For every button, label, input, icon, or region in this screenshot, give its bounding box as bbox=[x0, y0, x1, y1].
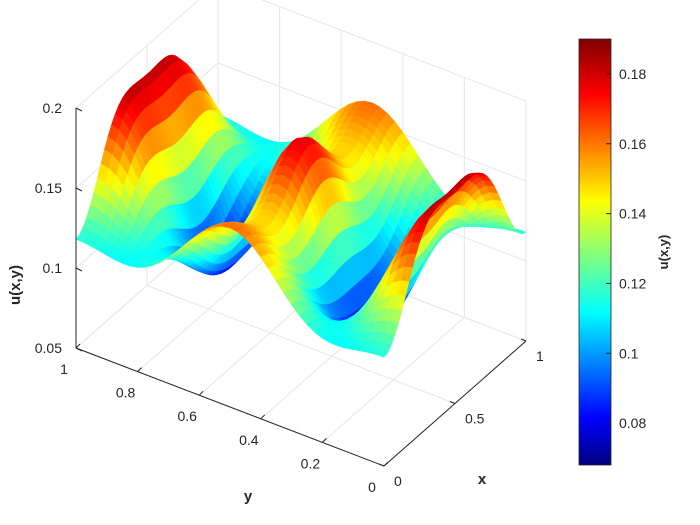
y-tick-label: 0.4 bbox=[239, 432, 259, 448]
z-tick-mark bbox=[75, 187, 83, 192]
x-tick-label: 0 bbox=[394, 473, 402, 489]
y-tick-mark bbox=[137, 367, 142, 372]
z-tick-mark bbox=[75, 267, 83, 272]
x-tick-mark bbox=[378, 463, 385, 467]
y-axis-label: y bbox=[244, 488, 253, 505]
y-tick-mark bbox=[75, 343, 81, 349]
y-tick-mark bbox=[198, 390, 204, 396]
colorbar-tick-label: 0.08 bbox=[619, 415, 646, 431]
z-tick-mark bbox=[75, 347, 83, 352]
z-axis-ticks: 0.05 0.1 0.15 0.2 bbox=[35, 100, 83, 356]
y-tick-mark bbox=[260, 414, 266, 420]
x-axis-label: x bbox=[478, 471, 487, 488]
y-tick-label: 0.8 bbox=[116, 385, 136, 401]
y-tick-mark bbox=[322, 438, 327, 443]
colorbar-gradient bbox=[578, 38, 612, 466]
colorbar-tick-label: 0.18 bbox=[619, 66, 646, 82]
colorbar-tick-label: 0.12 bbox=[619, 275, 646, 291]
grid-line bbox=[137, 246, 280, 372]
colorbar-tick-label: 0.1 bbox=[619, 345, 639, 361]
colorbar-ticks: 0.08 0.1 0.12 0.14 0.16 0.18 bbox=[606, 66, 646, 431]
grid-line bbox=[322, 317, 465, 443]
grid-line bbox=[260, 0, 527, 102]
y-tick-mark bbox=[383, 461, 389, 467]
grid-line bbox=[146, 285, 456, 404]
surface-patch bbox=[375, 349, 389, 358]
z-tick-label: 0.15 bbox=[35, 180, 62, 196]
colorbar-tick-label: 0.14 bbox=[619, 206, 646, 222]
z-tick-label: 0.2 bbox=[43, 100, 63, 116]
z-tick-mark bbox=[75, 107, 83, 112]
y-axis-line bbox=[75, 347, 385, 467]
x-axis-ticks: 00.51 bbox=[378, 338, 544, 489]
z-tick-label: 0.1 bbox=[43, 260, 63, 276]
y-tick-label: 0 bbox=[368, 479, 376, 495]
y-tick-label: 0.6 bbox=[177, 408, 197, 424]
y-tick-label: 0.2 bbox=[301, 455, 321, 471]
y-tick-label: 1 bbox=[60, 361, 68, 377]
x-tick-label: 1 bbox=[536, 348, 544, 364]
z-tick-label: 0.05 bbox=[35, 340, 62, 356]
x-tick-mark bbox=[520, 338, 527, 342]
colorbar: 0.08 0.1 0.12 0.14 0.16 0.18 u(x,y) bbox=[578, 38, 671, 466]
z-axis-label: u(x,y) bbox=[7, 265, 24, 305]
y-axis-ticks: 0 0.2 0.4 0.6 0.8 1 bbox=[60, 343, 389, 495]
x-tick-label: 0.5 bbox=[465, 411, 485, 427]
colorbar-tick-label: 0.16 bbox=[619, 136, 646, 152]
colorbar-label: u(x,y) bbox=[656, 235, 671, 270]
x-tick-mark bbox=[449, 401, 456, 404]
surface bbox=[75, 54, 527, 358]
